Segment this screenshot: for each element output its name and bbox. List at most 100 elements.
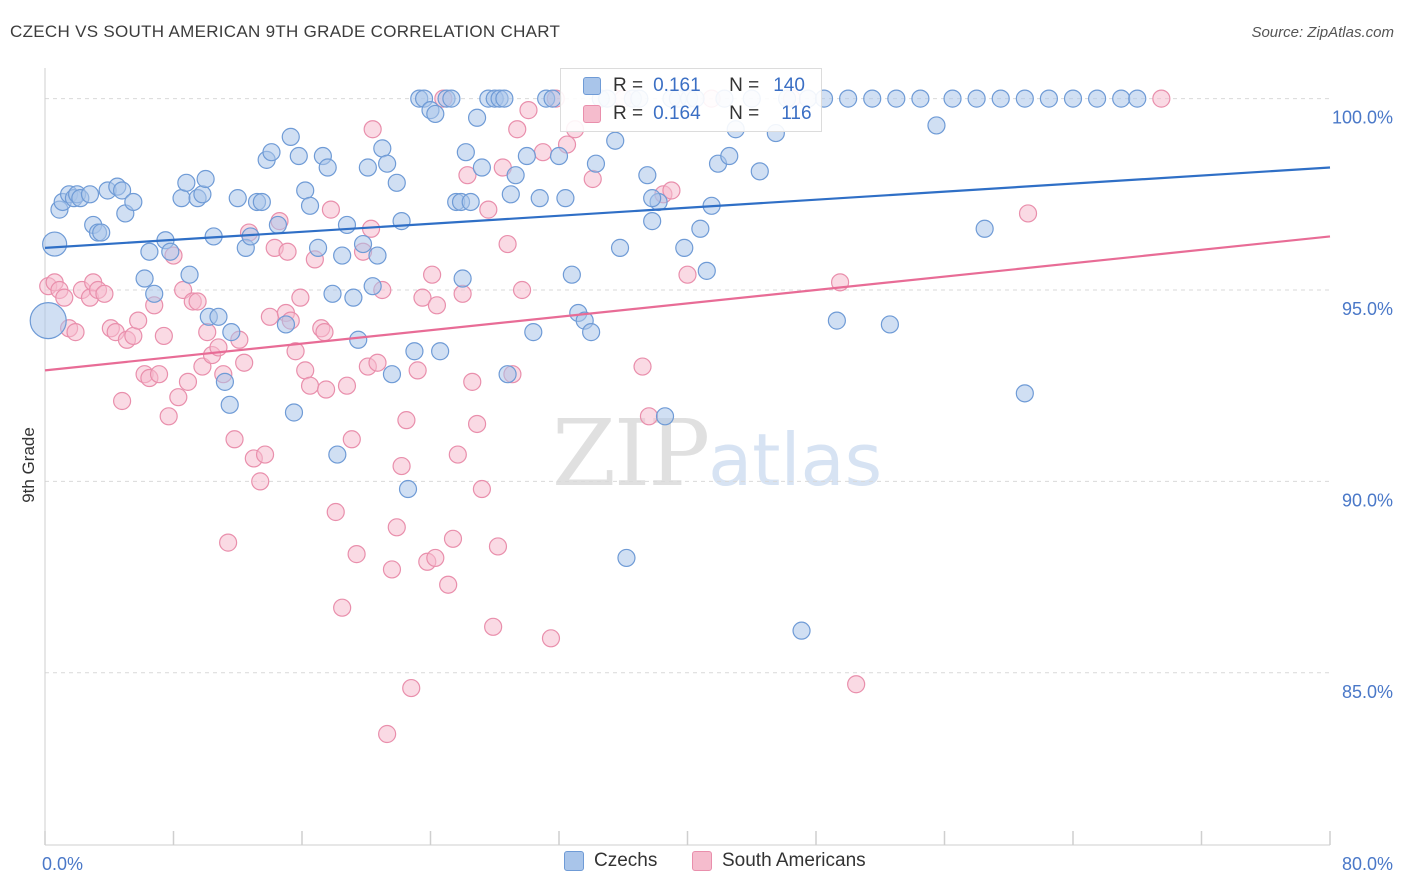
south-americans-point [413, 288, 432, 307]
south-americans-point [847, 675, 866, 694]
czechs-point [1039, 89, 1059, 108]
czechs-point [691, 219, 710, 238]
tick-labels: 100.0% 95.0% 90.0% 85.0% 0.0% 80.0% [42, 108, 1393, 874]
south-americans-point [1018, 204, 1038, 223]
czechs-point [344, 288, 363, 307]
czechs-point [215, 372, 234, 391]
south-americans-point [326, 502, 345, 522]
czechs-point [556, 189, 575, 208]
south-americans-point [1152, 89, 1171, 108]
south-americans-point [392, 456, 411, 476]
czechs-point [610, 238, 630, 257]
south-americans-point [408, 361, 427, 380]
czechs-point [943, 89, 962, 108]
south-americans-point [378, 724, 397, 744]
south-americans-n-label: N = [729, 103, 760, 124]
czechs-point [353, 234, 373, 254]
czechs-point [675, 238, 694, 257]
czechs-point [262, 143, 281, 162]
chart-title: CZECH VS SOUTH AMERICAN 9TH GRADE CORREL… [10, 22, 561, 41]
chart-source: Source: ZipAtlas.com [1251, 24, 1394, 41]
czechs-point [606, 131, 625, 150]
y-tick-label: 100.0% [1332, 108, 1393, 128]
south-americans-point [95, 284, 114, 303]
czechs-point [911, 89, 930, 108]
czechs-point [318, 158, 337, 177]
south-americans-point [426, 548, 445, 568]
south-americans-point [363, 120, 382, 139]
czechs-trend-line [44, 166, 1331, 249]
czechs-point [927, 116, 946, 135]
south-americans-point [66, 323, 85, 342]
south-americans-trend-line [44, 235, 1331, 372]
czechs-swatch [583, 77, 601, 95]
czechs-r-value: 0.161 [653, 75, 701, 96]
south-americans-point [235, 353, 254, 372]
czechs-point [337, 215, 357, 235]
czechs-point [161, 242, 180, 261]
czechs-point [1128, 89, 1147, 108]
south-americans-point [219, 533, 238, 552]
south-americans-point [342, 430, 361, 449]
south-americans-point [662, 181, 681, 200]
czechs-point [333, 246, 352, 265]
bottom-legend-south-americans[interactable]: South Americans [692, 850, 866, 872]
south-americans-point [260, 307, 279, 326]
czechs-point [252, 192, 271, 212]
czechs-point [387, 173, 406, 192]
south-americans-point [427, 296, 447, 315]
czechs-legend-swatch [564, 851, 584, 871]
south-americans-point [300, 376, 320, 395]
bottom-legend-czechs[interactable]: Czechs [564, 850, 657, 872]
czechs-point [363, 277, 382, 296]
czechs-point [442, 89, 461, 108]
czechs-point [495, 89, 514, 108]
czechs-point [863, 89, 882, 108]
south-americans-point [458, 166, 477, 185]
czechs-point [222, 323, 241, 342]
south-americans-point [225, 430, 244, 449]
x-tick-label: 0.0% [42, 854, 83, 874]
czechs-point [145, 284, 164, 303]
czechs-point [382, 365, 402, 384]
czechs-point [991, 89, 1010, 108]
watermark: ZIPatlas [552, 400, 882, 507]
south-americans-point [453, 284, 472, 303]
czechs-point [180, 265, 199, 284]
south-americans-n-value: 116 [781, 103, 812, 124]
czechs-point [638, 166, 657, 185]
south-americans-point [463, 372, 482, 391]
legend: R = 0.161 N = 140 R = 0.164 N = 116 [560, 68, 822, 132]
czechs-point [453, 269, 472, 288]
axes [44, 68, 1331, 846]
czechs-point [1087, 89, 1107, 108]
czechs-point [655, 407, 675, 426]
south-americans-legend-label: South Americans [722, 850, 866, 871]
south-americans-point [382, 560, 402, 579]
czechs-point [498, 365, 517, 384]
y-tick-label: 90.0% [1342, 490, 1393, 510]
czechs-point [643, 189, 662, 208]
czechs-n-value: 140 [773, 75, 805, 96]
south-americans-point [498, 234, 517, 254]
legend-row-south-americans: R = 0.164 N = 116 [583, 101, 812, 127]
czechs-point [967, 89, 986, 108]
czechs-n-label: N = [729, 75, 760, 96]
south-americans-point [55, 288, 74, 307]
czechs-point [549, 146, 569, 166]
czechs-point [530, 189, 549, 208]
czechs-point [880, 315, 899, 334]
czechs-point [398, 479, 418, 499]
south-americans-point [448, 445, 467, 464]
czechs-point [586, 154, 606, 173]
south-americans-point [583, 169, 602, 189]
czechs-point [135, 269, 154, 288]
czechs-point [42, 231, 68, 257]
south-americans-point [291, 288, 310, 307]
czechs-point [193, 185, 212, 204]
czechs-point [284, 403, 304, 422]
watermark-zip: ZIP [552, 400, 710, 507]
south-americans-point [508, 120, 527, 139]
south-americans-point [443, 529, 463, 548]
